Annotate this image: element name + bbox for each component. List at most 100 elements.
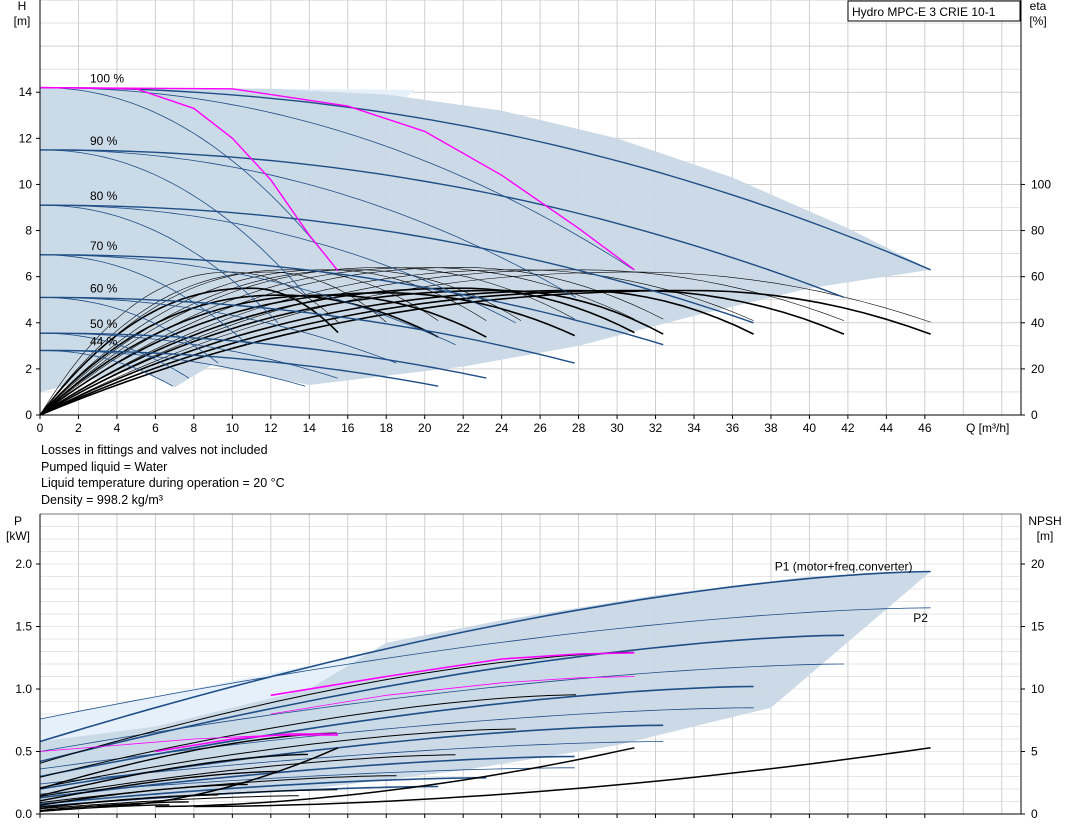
p1-curve-5: [39, 777, 487, 805]
hq-curve-1pump-1: [40, 149, 309, 298]
hq-x-tick-14: 28: [572, 421, 586, 435]
hq-curve-2pump-1: [40, 149, 577, 298]
power-y-tick-2: 1.0: [15, 682, 32, 696]
hq-curve-1pump-5: [40, 332, 190, 379]
hq-x-tick-11: 22: [456, 421, 470, 435]
hq-curve-5: [40, 332, 487, 379]
p1-curve-2pump-3: [39, 754, 456, 797]
hq-x-tick-7: 14: [303, 421, 317, 435]
eta-curve-thin-10: [39, 271, 931, 416]
power-y2-tick-2: 10: [1031, 682, 1045, 696]
power-y2-unit: [m]: [1037, 529, 1054, 543]
power-y-label: P: [14, 514, 22, 528]
p1-curve-4: [39, 755, 575, 799]
hq-x-tick-17: 34: [687, 421, 701, 435]
hq-y2-tick-3: 60: [1031, 270, 1045, 284]
power-y2-tick-3: 15: [1031, 620, 1045, 634]
hq-x-tick-22: 44: [880, 421, 894, 435]
hq-y-tick-4: 8: [25, 224, 32, 238]
legend-box: [847, 0, 1021, 22]
p1-curve-2: [39, 685, 754, 778]
eta-curve-thin-4: [39, 269, 522, 416]
power-y2-tick-4: 20: [1031, 557, 1045, 571]
eta-curve-thin-5: [39, 267, 575, 416]
power-y-tick-0: 0.0: [15, 807, 32, 821]
hq-y-unit: [m]: [14, 14, 31, 28]
hq-y-tick-6: 12: [19, 131, 33, 145]
speed-label-3: 70 %: [90, 239, 118, 253]
hq-curve-3: [40, 254, 664, 346]
hq-curve-2pump-6: [39, 350, 306, 387]
hq-curve-1: [40, 149, 845, 299]
speed-label-1: 90 %: [90, 134, 118, 148]
power-magenta-p1-0: [155, 733, 339, 753]
speed-label-2: 80 %: [90, 189, 118, 203]
p1-curve-1pump-0: [39, 732, 337, 790]
hq-x-tick-0: 0: [37, 421, 44, 435]
eta-curve-5: [39, 289, 664, 416]
hq-x-tick-16: 32: [649, 421, 663, 435]
speed-label-4: 60 %: [90, 281, 118, 295]
npsh-curve-2: [97, 747, 339, 808]
hq-x-tick-2: 4: [114, 421, 121, 435]
p1-curve-1pump-1: [39, 753, 309, 797]
power-series-label-1: P2: [913, 611, 928, 625]
eta-curve-thin-3: [39, 269, 487, 416]
power-y2-label: NPSH: [1028, 514, 1061, 528]
hq-x-label: Q [m³/h]: [966, 421, 1009, 435]
hq-x-tick-3: 6: [152, 421, 159, 435]
power-chart: P1 (motor+freq.converter) P2 0.0 0.5 1.0 1.5 2…: [6, 513, 1062, 821]
npsh-curve-1: [155, 747, 635, 808]
hq-x-tick-15: 30: [610, 421, 624, 435]
hq-curve-1pump-3: [40, 254, 248, 345]
hq-y-tick-5: 10: [19, 177, 33, 191]
hq-x-tick-4: 8: [191, 421, 198, 435]
eta-curve-3: [39, 291, 576, 416]
hq-x-tick-23: 46: [918, 421, 932, 435]
power-y-tick-4: 2.0: [15, 557, 32, 571]
hq-curve-2: [40, 204, 754, 324]
note-liquid: Pumped liquid = Water: [41, 459, 168, 474]
power-y-tick-1: 0.5: [15, 745, 32, 759]
hq-curve-2pump-2: [40, 204, 516, 324]
hq-y2-tick-5: 100: [1031, 177, 1051, 191]
hq-y-tick-0: 0: [25, 408, 32, 422]
speed-label-5: 50 %: [90, 317, 118, 331]
hq-magenta-curve-1: [39, 86, 635, 271]
hq-x-tick-9: 18: [380, 421, 394, 435]
hq-chart: 100 %90 %80 %70 %60 %50 %44 %0 2 4 6 8 10 12 14…: [14, 0, 1051, 435]
power-operating-area: [40, 571, 931, 807]
hq-curve-1pump-2: [40, 204, 279, 324]
legend-title: Hydro MPC-E 3 CRIE 10-1: [852, 5, 996, 19]
eta-curve-7: [39, 289, 845, 416]
power-magenta-p2-0: [39, 734, 339, 752]
hq-x-tick-10: 20: [418, 421, 432, 435]
speed-label-0: 100 %: [90, 72, 124, 86]
hq-x-tick-5: 10: [226, 421, 240, 435]
p1-curve-2pump-2: [39, 728, 516, 789]
p1-curve-1pump-2: [39, 770, 278, 802]
eta-curve-2: [39, 294, 487, 416]
operating-notes: Losses in fittings and valves not includ…: [41, 442, 285, 508]
p1-curve-0: [39, 570, 931, 743]
hq-y2-tick-2: 40: [1031, 316, 1045, 330]
hq-y2-unit: [%]: [1029, 14, 1046, 28]
hq-x-tick-1: 2: [75, 421, 82, 435]
hq-x-tick-6: 12: [264, 421, 278, 435]
hq-x-tick-18: 36: [726, 421, 740, 435]
note-losses: Losses in fittings and valves not includ…: [41, 443, 268, 457]
eta-curve-thin-8: [39, 269, 754, 416]
eta-curve-thin-0: [39, 271, 339, 416]
npsh-curve-0: [193, 747, 931, 808]
hq-curve-1pump-6: [39, 350, 173, 387]
p1-curve-2pump-0: [39, 651, 634, 764]
hq-operating-area: [40, 87, 931, 392]
hq-curve-4: [40, 296, 575, 364]
hq-curve-1pump-0: [39, 87, 338, 271]
hq-curve-2pump-4: [40, 297, 397, 364]
power-y-unit: [kW]: [6, 529, 30, 543]
hq-x-tick-8: 16: [341, 421, 355, 435]
hq-y2-label: eta: [1030, 0, 1047, 13]
power-series-label-0: P1 (motor+freq.converter): [775, 560, 913, 574]
